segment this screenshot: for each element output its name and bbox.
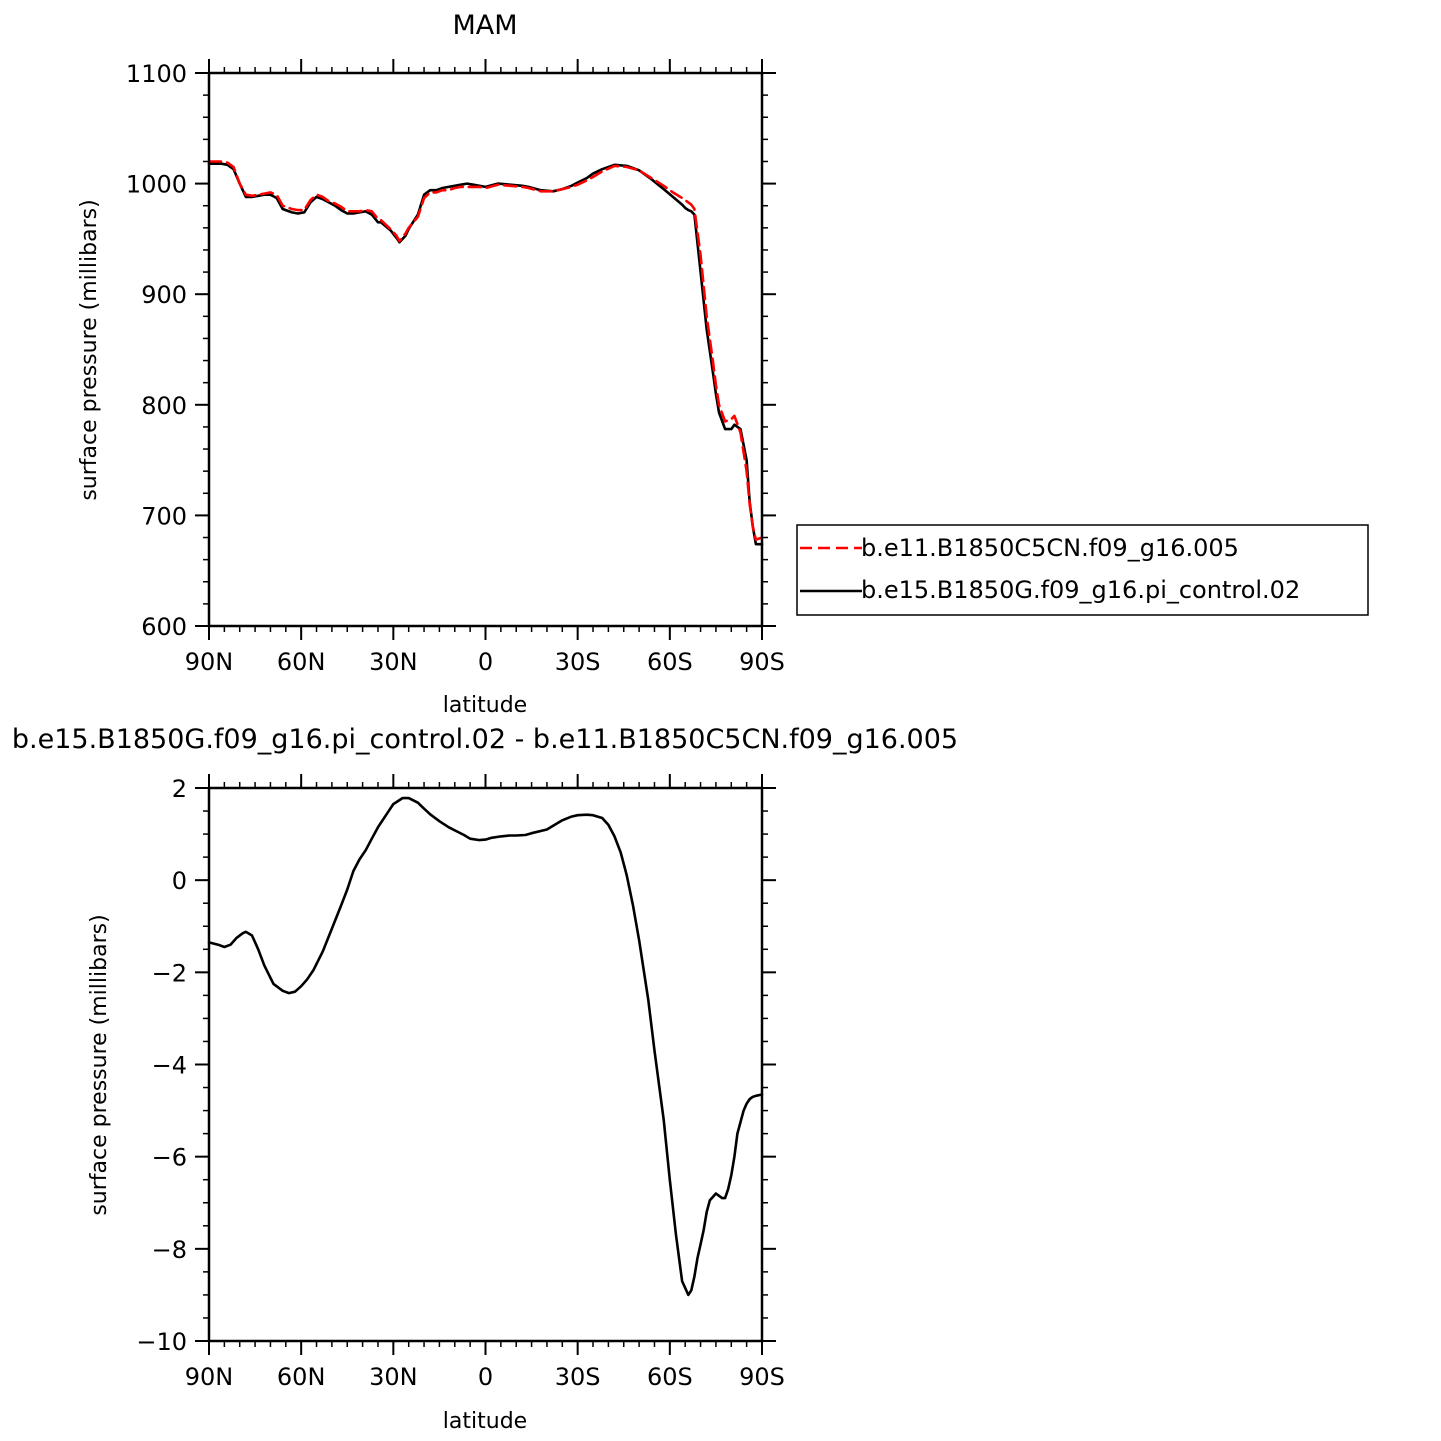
y-tick-label: −10	[136, 1328, 187, 1356]
bottom-x-axis-label: latitude	[443, 1409, 527, 1434]
x-tick-label: 60N	[277, 648, 326, 676]
y-tick-label: 900	[141, 281, 187, 309]
y-tick-label: −4	[152, 1052, 187, 1080]
legend-box	[796, 524, 1369, 616]
legend: b.e11.B1850C5CN.f09_g16.005 b.e15.B1850G…	[796, 524, 1369, 616]
x-tick-label: 0	[478, 1363, 493, 1391]
top-tick-group: 600 700 800 900 1000 1100 90N 60N 30N 0 30S 60S 90S	[126, 59, 785, 676]
y-tick-label: 2	[172, 775, 187, 803]
y-tick-label: 1100	[126, 60, 187, 88]
y-tick-label: 0	[172, 867, 187, 895]
x-tick-label: 0	[478, 648, 493, 676]
x-tick-label: 60N	[277, 1363, 326, 1391]
top-chart-title: MAM	[452, 10, 517, 41]
x-tick-label: 30S	[555, 1363, 601, 1391]
bottom-tick-group: −10 −8 −6 −4 −2 0 2 90N 60N 30N 0 30S 60S 90S	[136, 774, 785, 1391]
x-tick-label: 30N	[369, 648, 418, 676]
top-series-group	[207, 160, 764, 546]
bottom-chart-title: b.e15.B1850G.f09_g16.pi_control.02 - b.e…	[12, 724, 958, 755]
x-tick-label: 90S	[739, 1363, 785, 1391]
x-tick-label: 60S	[647, 648, 693, 676]
series-line-1	[207, 796, 764, 1297]
x-tick-label: 30N	[369, 1363, 418, 1391]
y-tick-label: −6	[152, 1144, 187, 1172]
x-tick-label: 60S	[647, 1363, 693, 1391]
x-tick-label: 90S	[739, 648, 785, 676]
top-y-axis-label: surface pressure (millibars)	[77, 199, 102, 500]
y-tick-label: 1000	[126, 171, 187, 199]
bottom-panel: b.e15.B1850G.f09_g16.pi_control.02 - b.e…	[12, 724, 958, 1434]
x-tick-label: 30S	[555, 648, 601, 676]
bottom-series-group	[207, 796, 764, 1297]
y-tick-label: −8	[152, 1236, 187, 1264]
series-line-2	[207, 162, 764, 546]
x-tick-label: 90N	[185, 648, 234, 676]
y-tick-label: −2	[152, 959, 187, 987]
y-tick-label: 800	[141, 392, 187, 420]
series-line-1	[207, 160, 764, 542]
top-plot-frame	[207, 71, 764, 628]
top-panel: MAM 600 700 800 900 1000 1100 90N 60N 30N 0 30S 60S…	[77, 10, 785, 718]
bottom-y-axis-label: surface pressure (millibars)	[87, 914, 112, 1215]
y-tick-label: 600	[141, 613, 187, 641]
legend-label-series-2: b.e15.B1850G.f09_g16.pi_control.02	[861, 576, 1300, 604]
y-tick-label: 700	[141, 502, 187, 530]
top-x-axis-label: latitude	[443, 693, 527, 718]
x-tick-label: 90N	[185, 1363, 234, 1391]
legend-label-series-1: b.e11.B1850C5CN.f09_g16.005	[861, 534, 1239, 562]
